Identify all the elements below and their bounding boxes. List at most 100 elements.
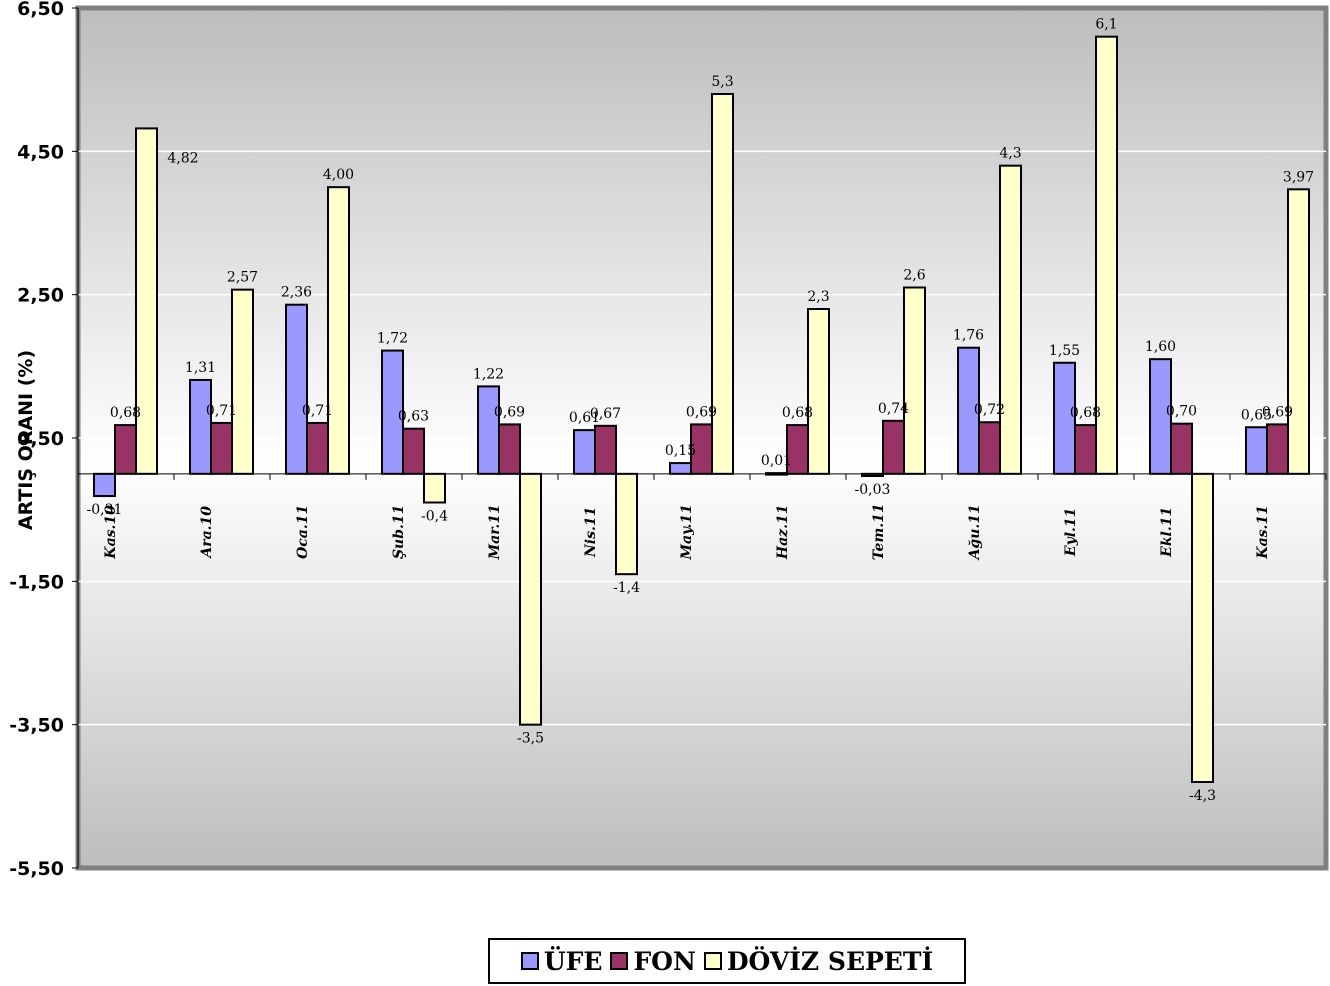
data-label: 0,69 bbox=[1262, 404, 1293, 420]
data-label: -4,3 bbox=[1189, 788, 1216, 804]
bar-üfe bbox=[381, 349, 404, 475]
data-label: 2,6 bbox=[903, 268, 925, 284]
bar-döviz-sepeti bbox=[999, 164, 1022, 475]
x-tick-label: Mar.11 bbox=[487, 504, 503, 560]
bar-fon bbox=[498, 423, 521, 475]
y-tick-label: -5,50 bbox=[9, 858, 64, 880]
legend-item: DÖVİZ SEPETİ bbox=[703, 946, 934, 976]
bar-fon bbox=[402, 427, 425, 475]
data-label: 0,67 bbox=[590, 406, 621, 422]
data-label: 1,72 bbox=[377, 331, 408, 347]
bar-döviz-sepeti bbox=[1191, 472, 1214, 783]
bar-üfe bbox=[957, 346, 980, 475]
legend-item: ÜFE bbox=[520, 946, 603, 976]
x-tick-label: Ara.10 bbox=[199, 506, 215, 560]
bar-fon bbox=[978, 421, 1001, 475]
data-label: 0,01 bbox=[761, 453, 792, 469]
data-label: -3,5 bbox=[517, 731, 544, 747]
data-label: 1,60 bbox=[1145, 339, 1176, 355]
legend-label: ÜFE bbox=[543, 946, 603, 976]
data-label: 0,71 bbox=[302, 403, 333, 419]
data-label: 0,15 bbox=[665, 443, 696, 459]
y-tick-label: 0,50 bbox=[17, 428, 64, 450]
data-label: 1,76 bbox=[953, 328, 984, 344]
data-label: 2,36 bbox=[281, 285, 312, 301]
data-label: 4,00 bbox=[323, 167, 354, 183]
data-label: 0,63 bbox=[398, 409, 429, 425]
data-label: 6,1 bbox=[1095, 17, 1117, 33]
data-label: 0,69 bbox=[686, 404, 717, 420]
data-label: 0,65 bbox=[1241, 407, 1272, 423]
bar-üfe bbox=[1149, 358, 1172, 475]
bar-fon bbox=[882, 419, 905, 475]
bar-fon bbox=[1266, 423, 1289, 475]
legend-swatch bbox=[520, 952, 539, 970]
data-label: 0,70 bbox=[1166, 404, 1197, 420]
data-label: -0,31 bbox=[87, 502, 123, 518]
x-tick-label: Haz.11 bbox=[775, 505, 791, 561]
bar-fon bbox=[210, 421, 233, 475]
x-tick-label: Ekl.11 bbox=[1159, 507, 1175, 558]
legend: ÜFE FON DÖVİZ SEPETİ bbox=[488, 938, 966, 984]
data-label: 1,22 bbox=[473, 366, 504, 382]
x-tick-label: May.11 bbox=[679, 504, 695, 560]
bar-döviz-sepeti bbox=[615, 472, 638, 576]
bar-döviz-sepeti bbox=[519, 472, 542, 726]
x-tick-label: Oca.11 bbox=[295, 505, 311, 559]
bar-üfe bbox=[1053, 361, 1076, 475]
bar-döviz-sepeti bbox=[423, 472, 446, 504]
legend-label: FON bbox=[633, 946, 696, 976]
bar-döviz-sepeti bbox=[903, 286, 926, 475]
bar-fon bbox=[1170, 422, 1193, 475]
bar-üfe bbox=[285, 303, 308, 475]
bar-üfe bbox=[669, 462, 692, 475]
bar-döviz-sepeti bbox=[327, 186, 350, 475]
bar-üfe bbox=[1245, 426, 1268, 475]
bar-fon bbox=[594, 424, 617, 475]
data-label: 2,3 bbox=[807, 289, 829, 305]
x-tick-label: Eyl.11 bbox=[1063, 508, 1079, 557]
data-label: 4,82 bbox=[167, 150, 198, 166]
bar-fon bbox=[1074, 424, 1097, 475]
x-tick-label: Nis.11 bbox=[583, 507, 599, 558]
legend-item: FON bbox=[610, 946, 696, 976]
bar-üfe bbox=[765, 472, 788, 476]
data-label: 0,68 bbox=[110, 405, 141, 421]
data-label: -0,4 bbox=[421, 509, 448, 525]
x-tick-label: Ağu.11 bbox=[967, 504, 983, 561]
bar-üfe bbox=[477, 385, 500, 475]
data-label: 1,31 bbox=[185, 360, 216, 376]
x-tick-label: Kas.11 bbox=[1255, 505, 1271, 559]
bar-üfe bbox=[189, 378, 212, 475]
x-tick-label: Şub.11 bbox=[391, 505, 407, 559]
data-label: -0,03 bbox=[855, 482, 891, 498]
bar-üfe bbox=[861, 472, 884, 477]
x-tick-label: Tem.11 bbox=[871, 503, 887, 560]
bar-döviz-sepeti bbox=[135, 127, 158, 475]
bar-döviz-sepeti bbox=[231, 288, 254, 475]
y-tick-label: 2,50 bbox=[17, 285, 64, 307]
data-label: 0,71 bbox=[206, 403, 237, 419]
bar-fon bbox=[114, 424, 137, 475]
y-tick-label: -3,50 bbox=[9, 715, 64, 737]
y-tick-label: -1,50 bbox=[9, 571, 64, 593]
bar-döviz-sepeti bbox=[807, 308, 830, 475]
bar-döviz-sepeti bbox=[1095, 35, 1118, 475]
bar-chart: 6,50 4,50 2,50 0,50 -1,50 -3,50 -5,50 Kas.10 Ara… bbox=[9, 0, 1329, 880]
legend-label: DÖVİZ SEPETİ bbox=[726, 946, 934, 976]
data-label: 2,57 bbox=[227, 270, 258, 286]
bar-döviz-sepeti bbox=[1287, 188, 1310, 475]
data-label: 0,61 bbox=[569, 410, 600, 426]
data-label: 3,97 bbox=[1283, 169, 1314, 185]
data-label: 5,3 bbox=[711, 74, 733, 90]
bar-üfe bbox=[93, 472, 116, 498]
bar-üfe bbox=[573, 429, 596, 475]
y-axis-label: ARTIŞ ORANI (%) bbox=[15, 350, 37, 530]
data-label: 0,68 bbox=[782, 405, 813, 421]
data-label: -1,4 bbox=[613, 580, 640, 596]
data-label: 4,3 bbox=[999, 146, 1021, 162]
y-tick-label: 6,50 bbox=[17, 0, 64, 20]
bar-fon bbox=[306, 421, 329, 475]
legend-swatch bbox=[703, 952, 722, 970]
data-label: 0,74 bbox=[878, 401, 909, 417]
